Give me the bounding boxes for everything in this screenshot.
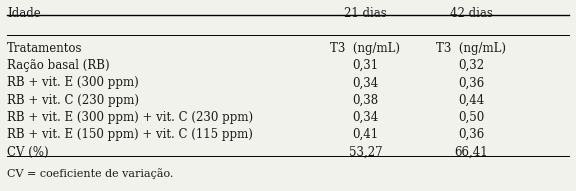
Text: 42 dias: 42 dias [450, 7, 493, 20]
Text: 21 dias: 21 dias [344, 7, 386, 20]
Text: RB + vit. C (230 ppm): RB + vit. C (230 ppm) [7, 94, 139, 107]
Text: 0,38: 0,38 [353, 94, 378, 107]
Text: RB + vit. E (300 ppm) + vit. C (230 ppm): RB + vit. E (300 ppm) + vit. C (230 ppm) [7, 111, 253, 124]
Text: RB + vit. E (300 ppm): RB + vit. E (300 ppm) [7, 76, 139, 89]
Text: Idade: Idade [7, 7, 41, 20]
Text: RB + vit. E (150 ppm) + vit. C (115 ppm): RB + vit. E (150 ppm) + vit. C (115 ppm) [7, 128, 253, 141]
Text: 0,36: 0,36 [458, 76, 484, 89]
Text: 0,44: 0,44 [458, 94, 484, 107]
Text: Ração basal (RB): Ração basal (RB) [7, 59, 110, 72]
Text: 0,32: 0,32 [458, 59, 484, 72]
Text: CV = coeficiente de variação.: CV = coeficiente de variação. [7, 168, 173, 179]
Text: 0,31: 0,31 [353, 59, 378, 72]
Text: 0,36: 0,36 [458, 128, 484, 141]
Text: CV (%): CV (%) [7, 146, 49, 159]
Text: Tratamentos: Tratamentos [7, 42, 82, 55]
Text: 0,34: 0,34 [353, 76, 378, 89]
Text: 66,41: 66,41 [454, 146, 488, 159]
Text: T3  (ng/mL): T3 (ng/mL) [331, 42, 400, 55]
Text: 0,41: 0,41 [353, 128, 378, 141]
Text: 0,50: 0,50 [458, 111, 484, 124]
Text: T3  (ng/mL): T3 (ng/mL) [437, 42, 506, 55]
Text: 0,34: 0,34 [353, 111, 378, 124]
Text: 53,27: 53,27 [348, 146, 382, 159]
